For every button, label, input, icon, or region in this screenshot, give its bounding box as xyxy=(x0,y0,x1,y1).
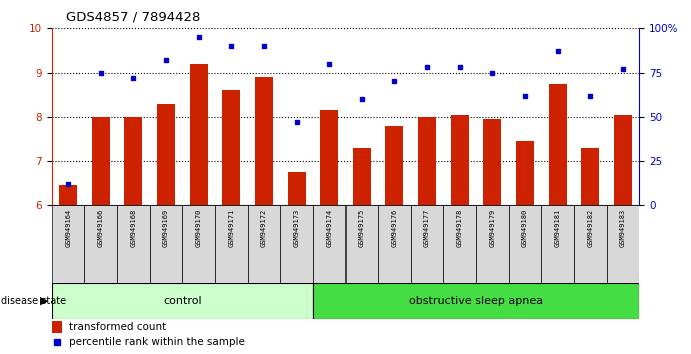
Text: obstructive sleep apnea: obstructive sleep apnea xyxy=(409,296,543,306)
Bar xyxy=(92,117,110,205)
Bar xyxy=(313,283,639,319)
Bar xyxy=(52,205,84,283)
Bar xyxy=(281,205,313,283)
Text: GSM949173: GSM949173 xyxy=(294,209,300,247)
Bar xyxy=(378,205,410,283)
Text: GSM949177: GSM949177 xyxy=(424,209,430,247)
Text: GSM949171: GSM949171 xyxy=(228,209,234,247)
Bar xyxy=(541,205,574,283)
Bar xyxy=(117,205,150,283)
Bar xyxy=(353,148,371,205)
Text: GSM949178: GSM949178 xyxy=(457,209,463,247)
Bar xyxy=(313,205,346,283)
Bar xyxy=(84,205,117,283)
Bar xyxy=(484,119,501,205)
Text: GSM949164: GSM949164 xyxy=(65,209,71,247)
Text: GSM949174: GSM949174 xyxy=(326,209,332,247)
Bar xyxy=(451,115,468,205)
Bar xyxy=(52,321,62,333)
Bar xyxy=(124,117,142,205)
Bar xyxy=(190,64,207,205)
Text: ▶: ▶ xyxy=(40,296,48,306)
Text: GSM949180: GSM949180 xyxy=(522,209,528,247)
Bar xyxy=(215,205,247,283)
Text: GSM949175: GSM949175 xyxy=(359,209,365,247)
Bar xyxy=(509,205,541,283)
Text: GSM949169: GSM949169 xyxy=(163,209,169,247)
Text: GSM949172: GSM949172 xyxy=(261,209,267,247)
Bar xyxy=(320,110,338,205)
Bar xyxy=(607,205,639,283)
Text: disease state: disease state xyxy=(1,296,66,306)
Bar xyxy=(549,84,567,205)
Bar xyxy=(247,205,281,283)
Text: GSM949179: GSM949179 xyxy=(489,209,495,247)
Text: transformed count: transformed count xyxy=(69,322,167,332)
Text: GSM949181: GSM949181 xyxy=(555,209,560,247)
Bar xyxy=(52,283,313,319)
Bar xyxy=(444,205,476,283)
Text: GSM949170: GSM949170 xyxy=(196,209,202,247)
Bar xyxy=(157,103,175,205)
Bar xyxy=(516,141,534,205)
Bar xyxy=(223,90,240,205)
Text: control: control xyxy=(163,296,202,306)
Bar xyxy=(418,117,436,205)
Bar xyxy=(346,205,378,283)
Bar xyxy=(150,205,182,283)
Text: percentile rank within the sample: percentile rank within the sample xyxy=(69,337,245,348)
Bar xyxy=(182,205,215,283)
Bar xyxy=(476,205,509,283)
Bar xyxy=(614,115,632,205)
Text: GDS4857 / 7894428: GDS4857 / 7894428 xyxy=(66,11,200,24)
Bar xyxy=(59,185,77,205)
Text: GSM949166: GSM949166 xyxy=(97,209,104,247)
Bar xyxy=(255,77,273,205)
Text: GSM949168: GSM949168 xyxy=(131,209,136,247)
Text: GSM949183: GSM949183 xyxy=(620,209,626,247)
Text: GSM949176: GSM949176 xyxy=(391,209,397,247)
Bar xyxy=(581,148,599,205)
Bar xyxy=(574,205,607,283)
Bar xyxy=(287,172,305,205)
Bar xyxy=(386,126,404,205)
Text: GSM949182: GSM949182 xyxy=(587,209,594,247)
Bar xyxy=(410,205,444,283)
